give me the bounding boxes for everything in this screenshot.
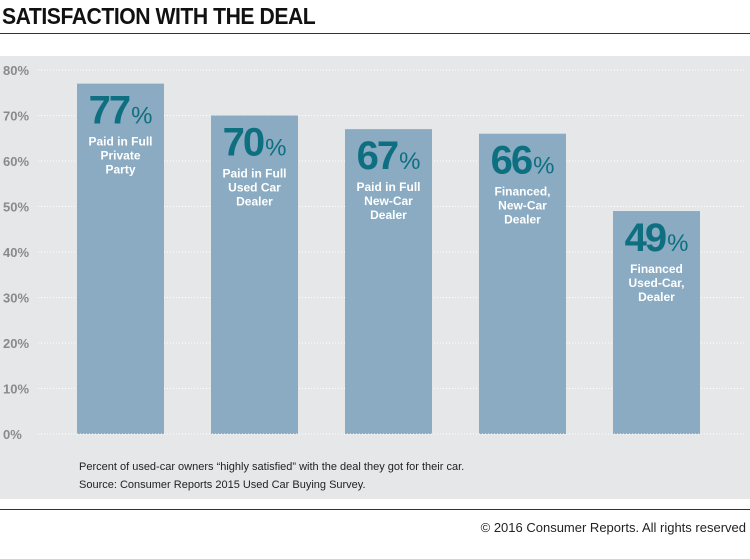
bar (613, 211, 700, 434)
chart-title: SATISFACTION WITH THE DEAL (2, 3, 316, 29)
y-tick-label: 10% (3, 382, 29, 397)
bar-value-label: 67% (357, 134, 421, 178)
title-rule (0, 33, 750, 34)
copyright-text: © 2016 Consumer Reports. All rights rese… (480, 520, 746, 535)
bar-category-label: Financed Used-Car, Dealer (628, 262, 684, 304)
bar (77, 83, 164, 435)
bar-value-label: 66% (491, 139, 555, 183)
bar-value-label: 49% (625, 216, 689, 260)
y-tick-label: 20% (3, 336, 29, 351)
y-tick-label: 50% (3, 200, 29, 215)
bar-value-label: 77% (89, 89, 153, 133)
y-tick-label: 80% (3, 63, 29, 78)
y-tick-label: 60% (3, 154, 29, 169)
y-tick-label: 30% (3, 291, 29, 306)
bar (345, 129, 432, 434)
bar-category-label: Paid in Full Used Car Dealer (222, 167, 286, 209)
source-note: Source: Consumer Reports 2015 Used Car B… (79, 479, 366, 491)
y-tick-label: 40% (3, 245, 29, 260)
bar-category-label: Financed, New-Car Dealer (494, 185, 550, 227)
footer-rule (0, 509, 750, 510)
y-tick-label: 0% (3, 427, 22, 442)
bar-category-label: Paid in Full Private Party (88, 135, 152, 177)
y-tick-label: 70% (3, 109, 29, 124)
bar (211, 115, 298, 434)
bar-category-label: Paid in Full New-Car Dealer (356, 180, 420, 222)
survey-description: Percent of used-car owners “highly satis… (79, 461, 465, 473)
bar-value-label: 70% (223, 121, 287, 165)
bar (479, 133, 566, 434)
chart-notes: Percent of used-car owners “highly satis… (79, 458, 464, 494)
